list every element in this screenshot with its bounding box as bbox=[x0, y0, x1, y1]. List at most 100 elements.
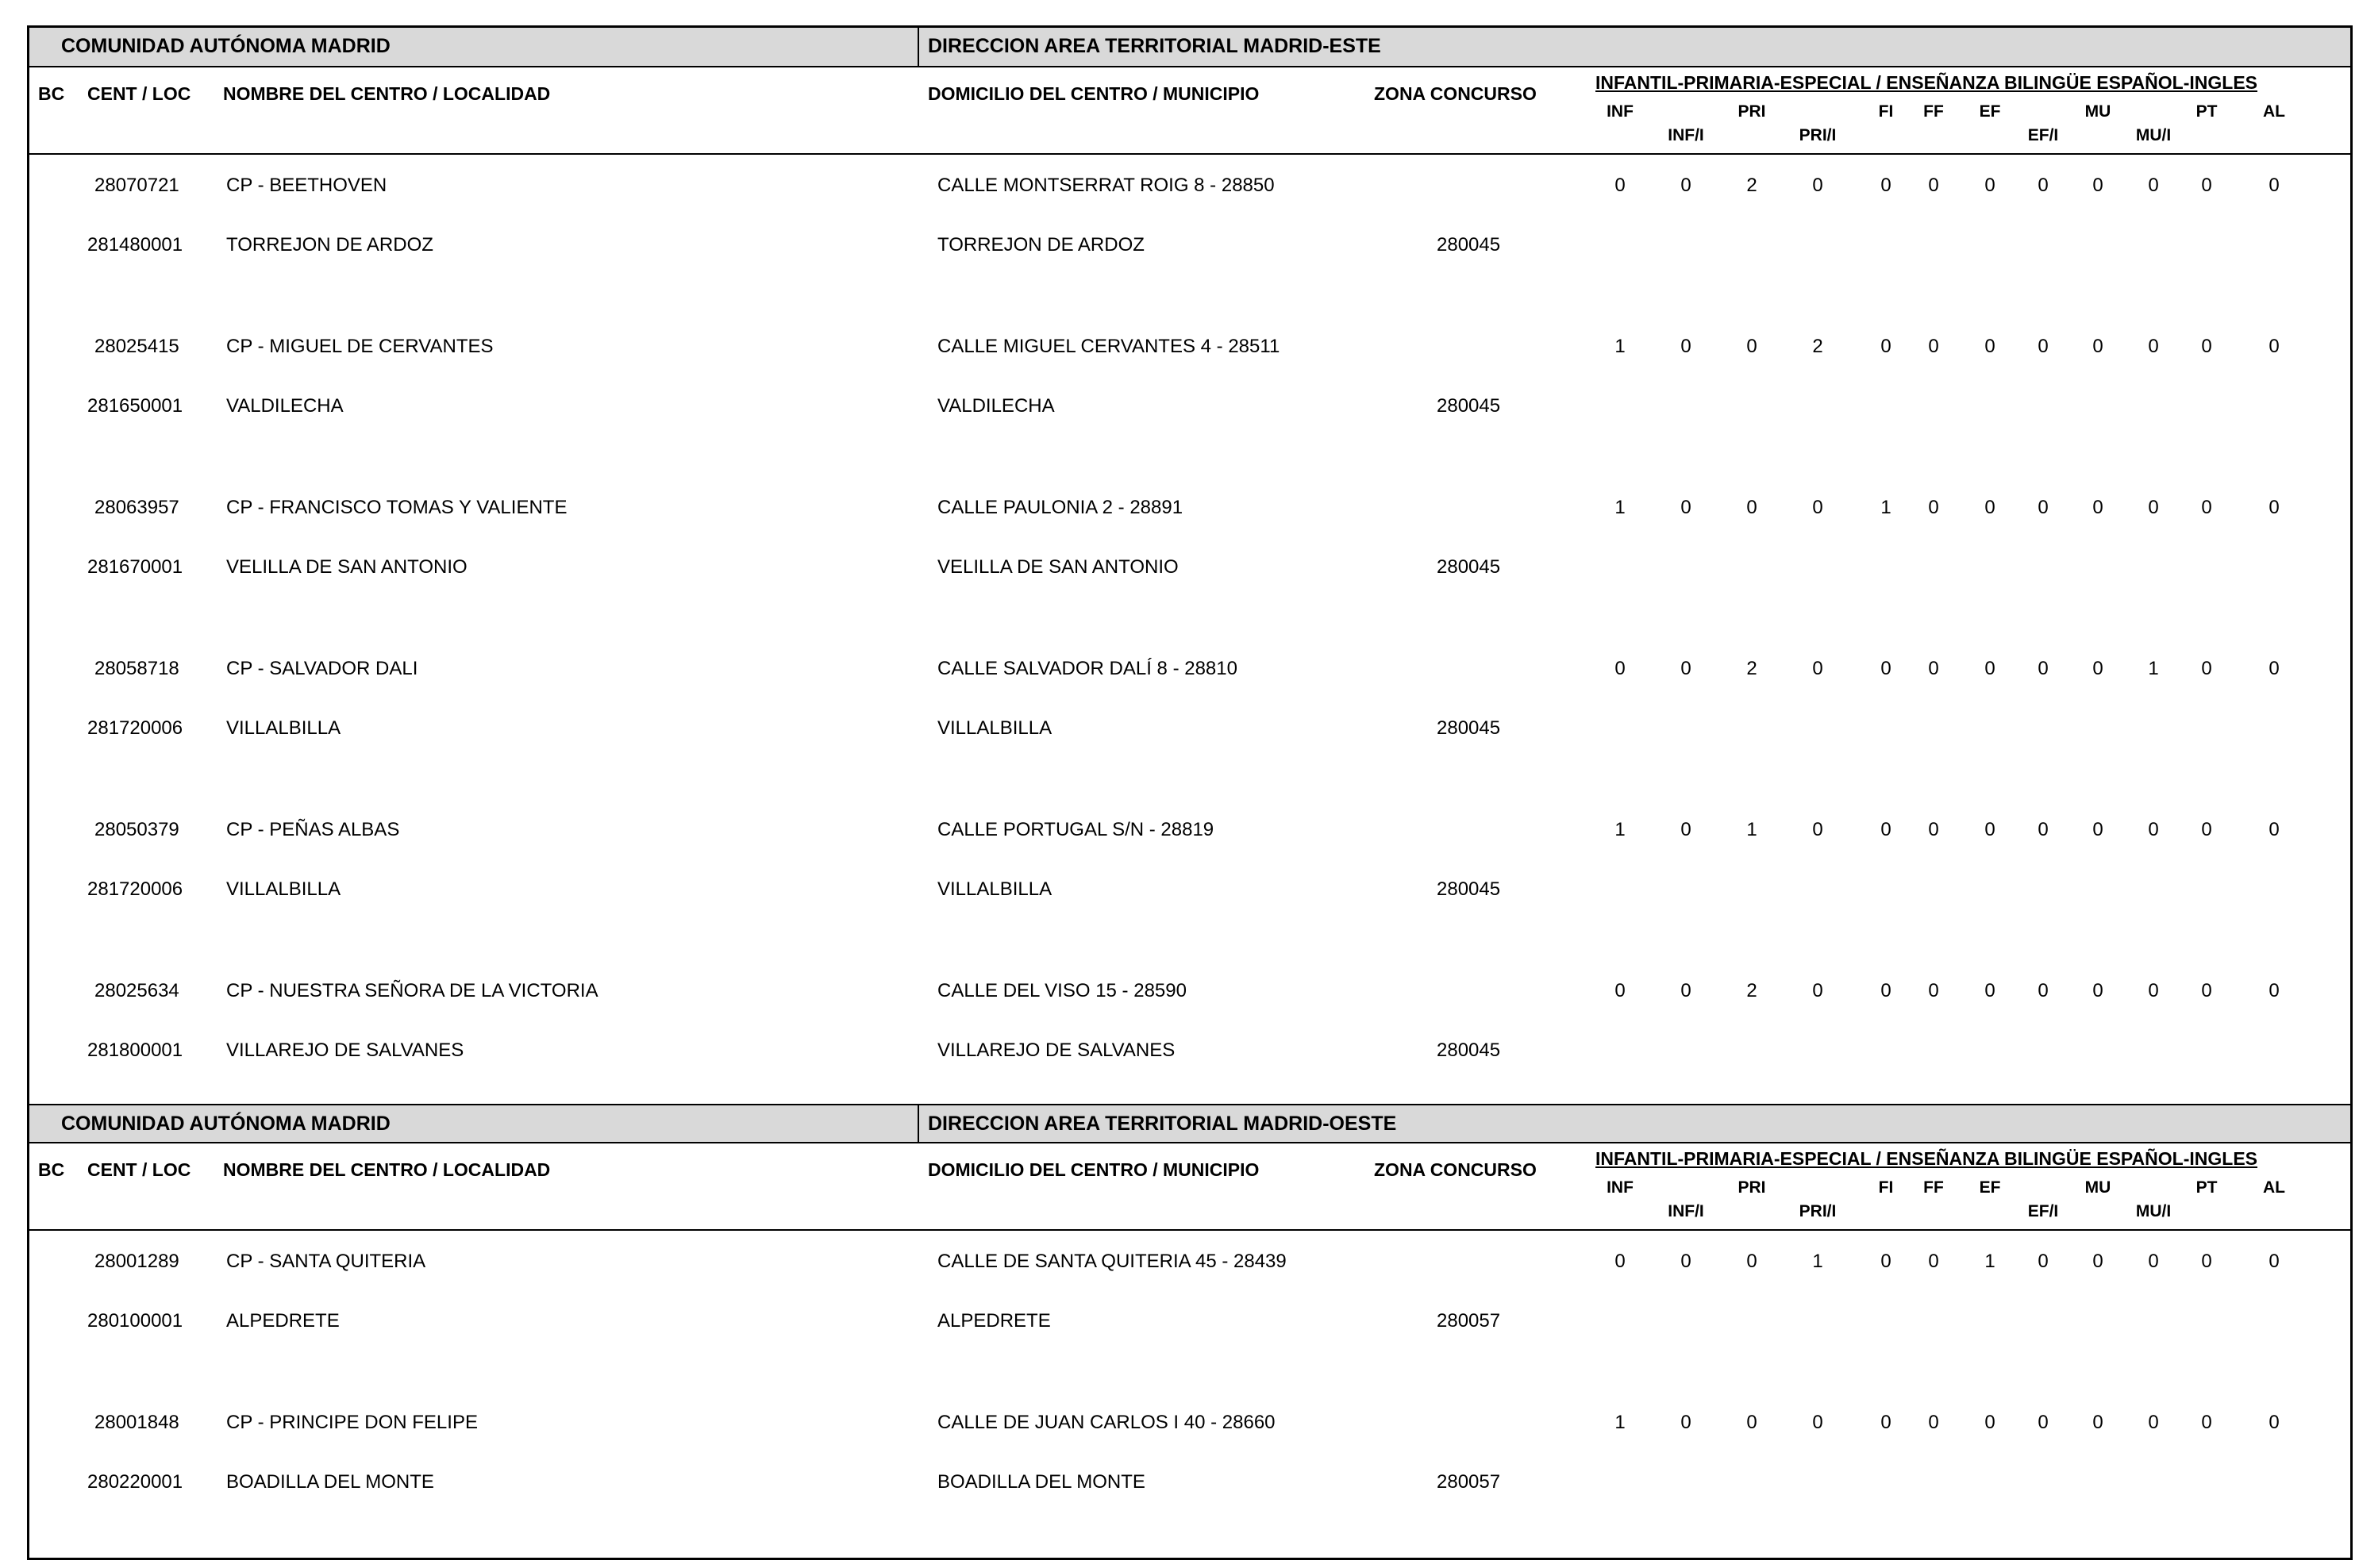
school-line: 28058718 CP - SALVADOR DALI CALLE SALVAD… bbox=[29, 657, 2350, 682]
vacancy-mu: 0 bbox=[2092, 175, 2103, 196]
vacancy-fi: 0 bbox=[1880, 819, 1891, 840]
vacancy-inf: 1 bbox=[1614, 336, 1626, 357]
locality-name: VELILLA DE SAN ANTONIO bbox=[226, 556, 468, 578]
center-address: CALLE DE JUAN CARLOS I 40 - 28660 bbox=[937, 1412, 1276, 1433]
center-code: 28025634 bbox=[94, 980, 179, 1001]
col-header-ff: FF bbox=[1923, 102, 1944, 121]
vacancy-ff: 0 bbox=[1928, 980, 1939, 1001]
vacancy-mu: 0 bbox=[2092, 336, 2103, 357]
center-address: CALLE MIGUEL CERVANTES 4 - 28511 bbox=[937, 336, 1280, 357]
zone-concurso-code: 280045 bbox=[1437, 878, 1501, 900]
vacancy-ff: 0 bbox=[1928, 497, 1939, 518]
vacancy-fi: 0 bbox=[1880, 336, 1891, 357]
section-header-bar: COMUNIDAD AUTÓNOMA MADRID DIRECCION AREA… bbox=[29, 1104, 2350, 1143]
col-header-bc: BC bbox=[38, 1159, 65, 1180]
col-header-cent-loc: CENT / LOC bbox=[87, 1159, 191, 1180]
locality-code: 281720006 bbox=[87, 717, 183, 739]
vacancy-fi: 0 bbox=[1880, 1251, 1891, 1272]
center-code: 28001289 bbox=[94, 1251, 179, 1272]
municipality-name: VILLALBILLA bbox=[937, 717, 1053, 739]
vacancy-inf-i: 0 bbox=[1680, 1412, 1691, 1433]
vacancy-inf-i: 0 bbox=[1680, 1251, 1691, 1272]
vacancy-pri: 2 bbox=[1746, 980, 1757, 1001]
col-header-inf: INF bbox=[1607, 102, 1634, 121]
municipality-name: VILLAREJO DE SALVANES bbox=[937, 1040, 1176, 1061]
vacancy-ef-i: 0 bbox=[2038, 175, 2049, 196]
center-name: CP - MIGUEL DE CERVANTES bbox=[226, 336, 494, 357]
school-record: 28063957 CP - FRANCISCO TOMAS Y VALIENTE… bbox=[29, 496, 2350, 657]
vacancy-pri-i: 0 bbox=[1812, 819, 1823, 840]
vacancy-mu-i: 1 bbox=[2148, 658, 2159, 679]
zone-concurso-code: 280045 bbox=[1437, 234, 1501, 256]
vacancy-ef-i: 0 bbox=[2038, 1412, 2049, 1433]
locality-line: 281670001 VELILLA DE SAN ANTONIO VELILLA… bbox=[29, 555, 2350, 581]
vacancy-ef: 0 bbox=[1984, 1412, 1995, 1433]
vacancy-ef-i: 0 bbox=[2038, 1251, 2049, 1272]
center-address: CALLE PORTUGAL S/N - 28819 bbox=[937, 819, 1214, 840]
vacancy-mu-i: 0 bbox=[2148, 1412, 2159, 1433]
vacancy-ff: 0 bbox=[1928, 1412, 1939, 1433]
vacancy-pri-i: 1 bbox=[1812, 1251, 1823, 1272]
vacancy-inf: 0 bbox=[1614, 658, 1626, 679]
section-header-bar: COMUNIDAD AUTÓNOMA MADRID DIRECCION AREA… bbox=[29, 28, 2350, 67]
column-header-row: BC CENT / LOC NOMBRE DEL CENTRO / LOCALI… bbox=[29, 67, 2350, 155]
vacancy-fi: 0 bbox=[1880, 1412, 1891, 1433]
locality-name: ALPEDRETE bbox=[226, 1310, 340, 1332]
col-group-header-bilingue: INFANTIL-PRIMARIA-ESPECIAL / ENSEÑANZA B… bbox=[1595, 1148, 2257, 1169]
community-title: COMUNIDAD AUTÓNOMA MADRID bbox=[29, 28, 919, 66]
col-header-al: AL bbox=[2263, 1178, 2285, 1197]
locality-line: 281800001 VILLAREJO DE SALVANES VILLAREJ… bbox=[29, 1039, 2350, 1064]
center-name: CP - BEETHOVEN bbox=[226, 175, 387, 196]
zone-concurso-code: 280045 bbox=[1437, 556, 1501, 578]
vacancy-pri: 0 bbox=[1746, 1412, 1757, 1433]
vacancy-inf: 1 bbox=[1614, 819, 1626, 840]
municipality-name: VELILLA DE SAN ANTONIO bbox=[937, 556, 1179, 578]
vacancy-inf: 0 bbox=[1614, 175, 1626, 196]
col-header-zona-concurso: ZONA CONCURSO bbox=[1374, 83, 1537, 104]
vacancy-inf-i: 0 bbox=[1680, 819, 1691, 840]
locality-code: 281670001 bbox=[87, 556, 183, 578]
vacancy-ff: 0 bbox=[1928, 336, 1939, 357]
zone-concurso-code: 280045 bbox=[1437, 717, 1501, 739]
vacancy-ef: 0 bbox=[1984, 658, 1995, 679]
center-address: CALLE DEL VISO 15 - 28590 bbox=[937, 980, 1187, 1001]
locality-name: VILLALBILLA bbox=[226, 878, 341, 900]
vacancy-inf-i: 0 bbox=[1680, 497, 1691, 518]
center-address: CALLE MONTSERRAT ROIG 8 - 28850 bbox=[937, 175, 1275, 196]
col-header-ef: EF bbox=[1979, 1178, 2001, 1197]
vacancy-inf: 0 bbox=[1614, 1251, 1626, 1272]
vacancy-inf-i: 0 bbox=[1680, 336, 1691, 357]
vacancy-inf: 1 bbox=[1614, 1412, 1626, 1433]
vacancy-ef-i: 0 bbox=[2038, 336, 2049, 357]
table-frame: COMUNIDAD AUTÓNOMA MADRID DIRECCION AREA… bbox=[27, 25, 2353, 1560]
center-address: CALLE PAULONIA 2 - 28891 bbox=[937, 497, 1183, 518]
col-header-nombre: NOMBRE DEL CENTRO / LOCALIDAD bbox=[223, 1159, 551, 1180]
col-header-bc: BC bbox=[38, 83, 65, 104]
vacancy-fi: 1 bbox=[1880, 497, 1891, 518]
vacancy-mu-i: 0 bbox=[2148, 175, 2159, 196]
center-name: CP - FRANCISCO TOMAS Y VALIENTE bbox=[226, 497, 568, 518]
locality-line: 281720006 VILLALBILLA VILLALBILLA 280045 bbox=[29, 878, 2350, 903]
vacancy-mu: 0 bbox=[2092, 980, 2103, 1001]
col-header-zona-concurso: ZONA CONCURSO bbox=[1374, 1159, 1537, 1180]
vacancy-pt: 0 bbox=[2201, 658, 2212, 679]
col-header-inf-i: INF/I bbox=[1668, 126, 1704, 144]
col-header-ef-i: EF/I bbox=[2027, 1202, 2059, 1220]
territorial-direction-title: DIRECCION AREA TERRITORIAL MADRID-ESTE bbox=[928, 35, 1381, 57]
vacancy-pri-i: 2 bbox=[1812, 336, 1823, 357]
locality-name: VALDILECHA bbox=[226, 395, 344, 417]
col-header-ff: FF bbox=[1923, 1178, 1944, 1197]
center-code: 28001848 bbox=[94, 1412, 179, 1433]
zone-concurso-code: 280045 bbox=[1437, 395, 1501, 417]
center-name: CP - SALVADOR DALI bbox=[226, 658, 418, 679]
col-header-pri: PRI bbox=[1738, 1178, 1766, 1197]
col-group-header-bilingue: INFANTIL-PRIMARIA-ESPECIAL / ENSEÑANZA B… bbox=[1595, 72, 2257, 93]
vacancy-ef: 0 bbox=[1984, 497, 1995, 518]
vacancy-fi: 0 bbox=[1880, 175, 1891, 196]
vacancy-pri: 0 bbox=[1746, 497, 1757, 518]
school-record: 28050379 CP - PEÑAS ALBAS CALLE PORTUGAL… bbox=[29, 818, 2350, 979]
territorial-direction-title: DIRECCION AREA TERRITORIAL MADRID-OESTE bbox=[928, 1113, 1397, 1135]
col-header-mu: MU bbox=[2084, 102, 2111, 121]
col-header-inf-i: INF/I bbox=[1668, 1202, 1704, 1220]
municipality-name: ALPEDRETE bbox=[937, 1310, 1051, 1332]
